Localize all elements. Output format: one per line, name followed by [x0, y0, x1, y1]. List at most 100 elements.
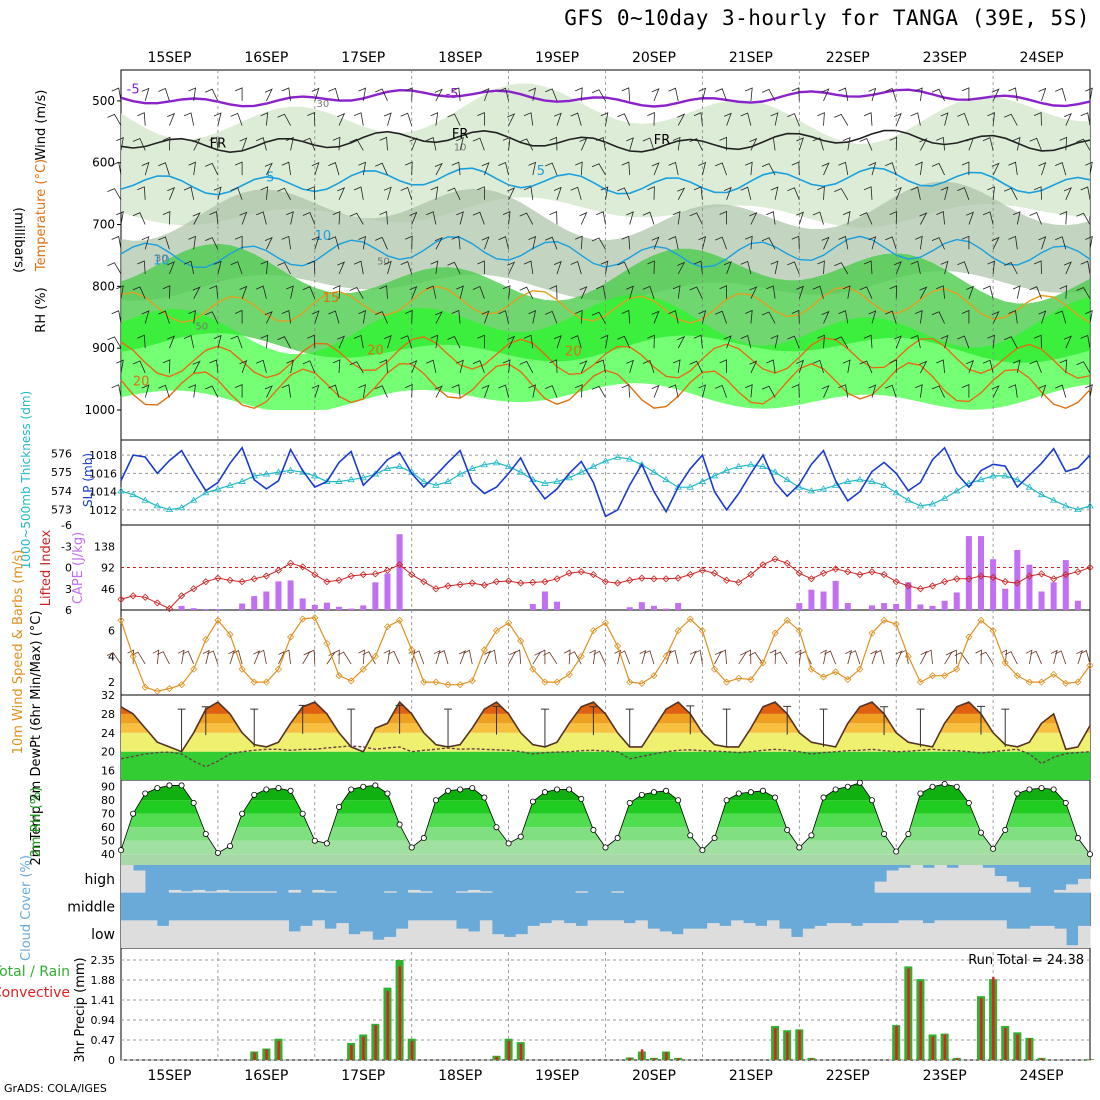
- wind-barb: [591, 385, 606, 398]
- wind-barb: [931, 162, 945, 176]
- rh-marker: [396, 821, 403, 828]
- cloud-gap-low: [240, 920, 254, 948]
- wind-barb: [158, 310, 170, 324]
- wind-barb: [910, 334, 921, 349]
- wind-barb: [481, 162, 490, 176]
- wind-barb: [434, 236, 443, 250]
- surface-wind-barb: [769, 649, 777, 665]
- cloud-gap-low: [599, 920, 612, 948]
- rh-marker: [130, 810, 137, 817]
- wind-barb: [358, 384, 367, 398]
- cloud-gap-low: [348, 934, 361, 948]
- lifted-index-marker: [686, 571, 694, 579]
- wind-barb: [430, 260, 439, 275]
- temp-tick-label: 24: [101, 727, 115, 740]
- temp-axis-label: 2m Temp 2m DewPt (6hr Min/Max) (°C): [29, 611, 44, 866]
- wind-barb: [447, 187, 461, 200]
- surface-wind-barb: [538, 649, 546, 665]
- cloud-gap-low: [156, 925, 170, 948]
- wind-barb: [591, 311, 606, 324]
- cape-bar: [360, 605, 367, 610]
- rh-marker: [1038, 785, 1045, 792]
- wind-barb: [677, 261, 686, 275]
- surface-wind-barb: [1076, 650, 1083, 665]
- cloud-gap-low: [444, 920, 457, 948]
- wind-barb: [787, 113, 800, 126]
- wind-speed-marker: [892, 620, 900, 628]
- wind-axis-label: 10m Wind Speed & Barbs (m/s): [11, 550, 26, 755]
- wind-speed-marker: [795, 627, 803, 635]
- cloud-gap-low: [970, 920, 983, 948]
- wind-barb: [379, 359, 388, 373]
- wind-barb: [621, 161, 631, 176]
- wind-barb: [137, 334, 146, 349]
- wind-barb: [838, 235, 849, 250]
- lifted-index-marker: [723, 576, 731, 584]
- cape-tick-label: 92: [101, 562, 115, 575]
- rh-marker: [832, 786, 839, 793]
- wind-barb: [596, 359, 606, 373]
- wind-barb: [863, 260, 873, 275]
- cloud-gap-low: [491, 934, 505, 948]
- wind-barb: [1029, 137, 1042, 151]
- wind-barb: [167, 261, 176, 275]
- cape-bar: [905, 582, 912, 610]
- temp-max-bar: [686, 705, 695, 735]
- thickness-marker: [359, 474, 367, 481]
- wind-speed-marker: [1001, 659, 1009, 667]
- wind-barb: [893, 187, 902, 200]
- lifted-index-marker: [795, 569, 803, 577]
- cloud-gap-low: [874, 923, 888, 948]
- bottom-day-label: 24SEP: [1020, 1068, 1064, 1084]
- surface-wind-barb: [870, 650, 878, 665]
- lifted-index-marker: [1062, 571, 1070, 579]
- wind-barb: [519, 138, 534, 151]
- lifted-index-marker: [226, 576, 234, 584]
- cloud-gap-high: [408, 889, 421, 893]
- rh-marker: [638, 791, 645, 798]
- temp-tick-label: 20: [101, 746, 115, 759]
- wind-barb: [205, 88, 219, 102]
- cloud-gap-high: [1018, 887, 1031, 893]
- wind-barb: [456, 285, 464, 299]
- cape-bar: [1050, 582, 1057, 610]
- wind-barb: [328, 162, 340, 176]
- top-day-label: 18SEP: [438, 50, 482, 66]
- wind-barb: [213, 334, 222, 349]
- cloud-gap-high: [132, 870, 146, 893]
- cloud-gap-low: [575, 925, 589, 948]
- wind-barb: [188, 384, 196, 398]
- lifted-index-marker: [468, 579, 476, 587]
- rh-marker: [1062, 799, 1069, 806]
- lifted-index-marker: [601, 578, 610, 586]
- wind-speed-marker: [1013, 672, 1021, 680]
- wind-barb: [961, 309, 970, 324]
- wind-speed-marker: [153, 687, 161, 695]
- precip-convective-bar: [374, 1025, 377, 1060]
- wind-barb: [375, 311, 388, 324]
- cloud-gap-high: [898, 867, 912, 893]
- thickness-marker: [141, 496, 149, 503]
- wind-barb: [553, 186, 562, 200]
- cape-bar: [638, 602, 645, 610]
- wind-barb: [498, 161, 509, 176]
- wind-speed-marker: [577, 652, 585, 660]
- wind-barb: [591, 237, 606, 250]
- rh-marker: [650, 789, 657, 796]
- wind-barb: [1004, 187, 1018, 200]
- wind-barb: [770, 112, 779, 126]
- wind-barb: [893, 261, 902, 275]
- lifted-index-marker: [432, 585, 440, 593]
- wind-barb: [502, 136, 511, 151]
- lifted-index-marker: [456, 580, 464, 589]
- surface-wind-barb: [748, 651, 764, 665]
- wind-barb: [821, 162, 830, 176]
- wind-barb: [621, 235, 631, 250]
- wind-speed-marker: [844, 675, 852, 684]
- cloud-gap-low: [802, 928, 816, 948]
- wind-barb: [434, 88, 443, 102]
- rh-marker: [457, 786, 464, 793]
- lifted-index-marker: [541, 578, 549, 586]
